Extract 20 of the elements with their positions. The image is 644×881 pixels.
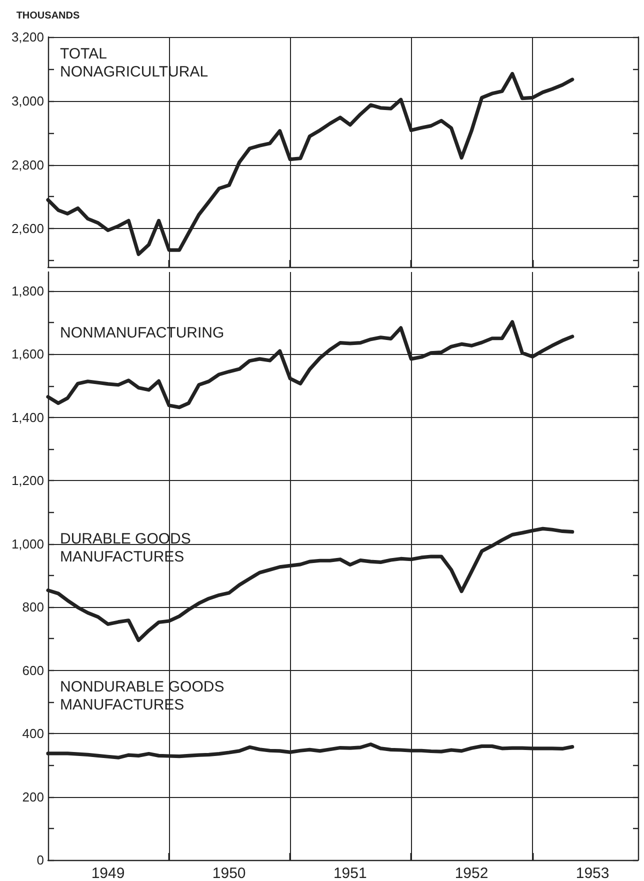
x-tick-label: 1953 bbox=[576, 865, 610, 881]
y-tick-label: 0 bbox=[36, 852, 44, 868]
y-tick-label: 1,000 bbox=[11, 536, 44, 552]
y-tick-label: 200 bbox=[22, 789, 44, 804]
y-tick-label: 2,800 bbox=[11, 157, 44, 172]
y-tick-label: 3,200 bbox=[11, 30, 44, 44]
x-tick-label: 1950 bbox=[212, 865, 246, 881]
y-tick-label: 1,800 bbox=[11, 283, 44, 298]
y-tick-label: 1,200 bbox=[11, 473, 44, 488]
x-tick-label: 1949 bbox=[91, 865, 125, 881]
y-tick-label: 400 bbox=[22, 726, 44, 742]
y-tick-label: 800 bbox=[22, 600, 44, 615]
y-tick-label: 2,600 bbox=[11, 221, 44, 236]
y-tick-label: 3,000 bbox=[11, 93, 44, 108]
y-tick-label: 1,600 bbox=[11, 346, 44, 362]
x-tick-label: 1952 bbox=[454, 865, 488, 881]
y-tick-label: 1,400 bbox=[11, 410, 44, 425]
x-tick-label: 1951 bbox=[333, 865, 367, 881]
y-axis-title: THOUSANDS bbox=[16, 10, 80, 22]
y-tick-label: 600 bbox=[22, 662, 44, 678]
